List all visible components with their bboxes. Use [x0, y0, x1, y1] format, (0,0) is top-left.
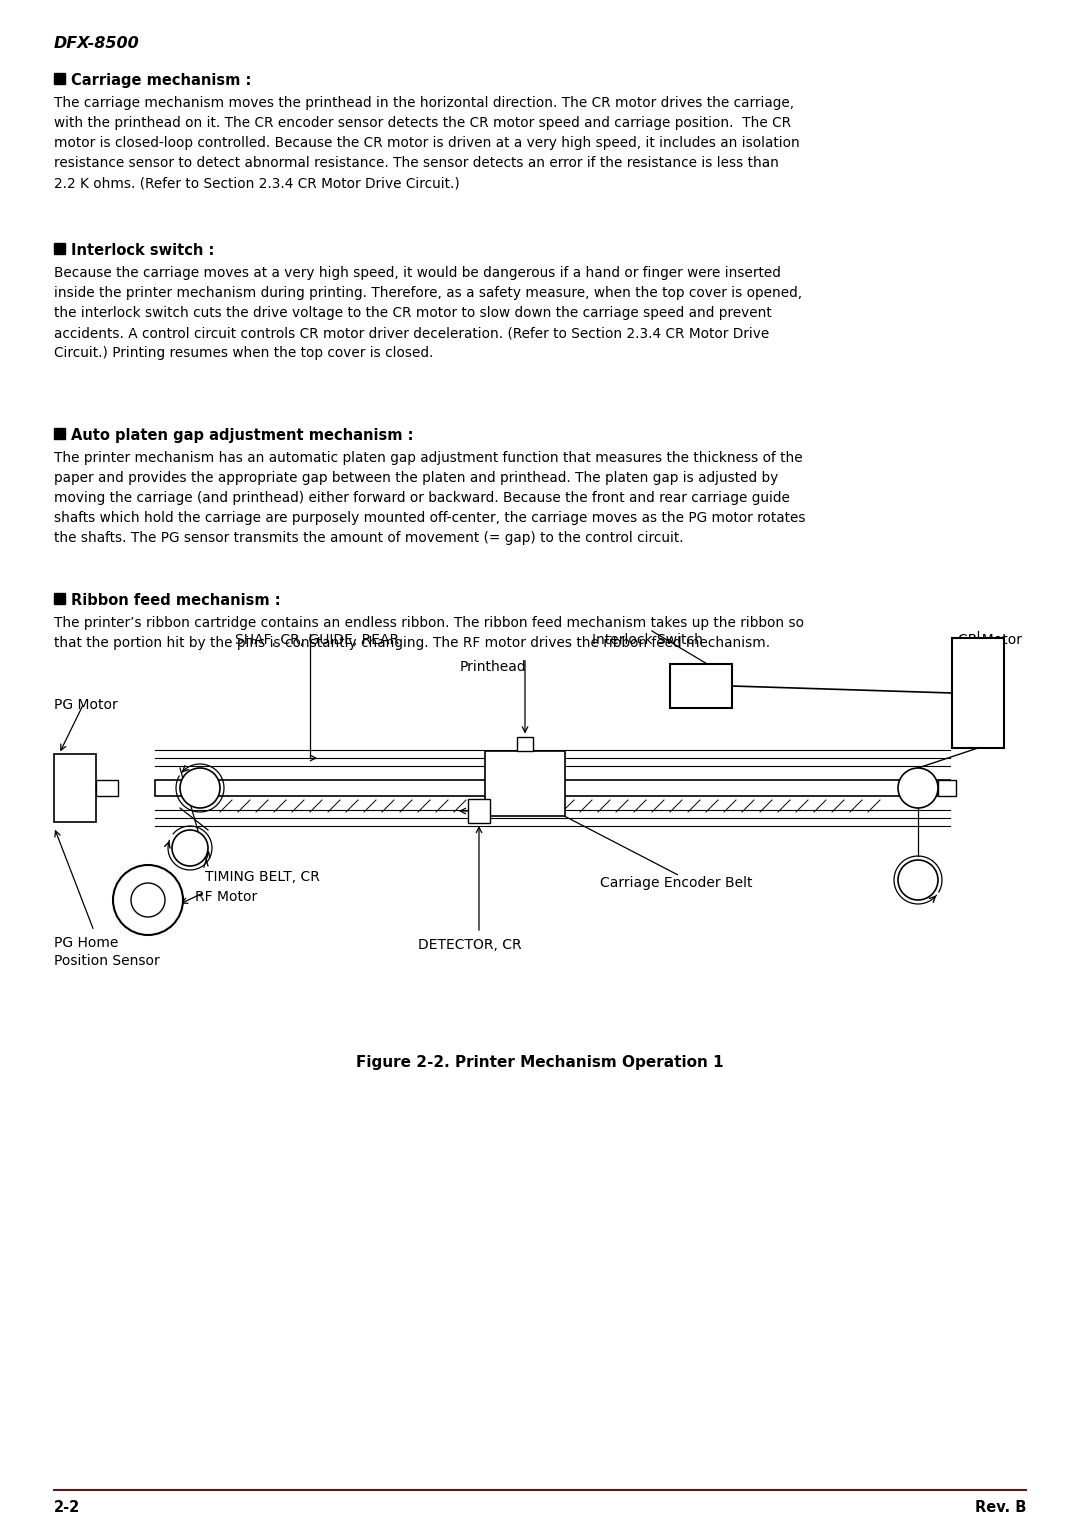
Text: TIMING BELT, CR: TIMING BELT, CR	[205, 869, 320, 885]
Bar	[468, 799, 490, 824]
Text: Rev. B: Rev. B	[974, 1500, 1026, 1514]
Text: PG Home
Position Sensor: PG Home Position Sensor	[54, 937, 160, 969]
Text: PG Motor: PG Motor	[54, 698, 118, 712]
Bar	[96, 779, 118, 796]
Text: RF Motor: RF Motor	[195, 889, 257, 905]
Circle shape	[131, 883, 165, 917]
Text: 2-2: 2-2	[54, 1500, 80, 1514]
Bar	[54, 593, 65, 604]
Bar	[485, 750, 565, 816]
Text: Interlock Switch: Interlock Switch	[592, 633, 703, 646]
Circle shape	[172, 830, 208, 866]
Bar	[951, 639, 1004, 749]
Text: DFX-8500: DFX-8500	[54, 37, 139, 50]
Circle shape	[897, 860, 939, 900]
Text: Carriage mechanism :: Carriage mechanism :	[71, 73, 252, 89]
Text: The carriage mechanism moves the printhead in the horizontal direction. The CR m: The carriage mechanism moves the printhe…	[54, 96, 800, 189]
Bar	[54, 243, 65, 254]
Text: DETECTOR, CR: DETECTOR, CR	[418, 938, 522, 952]
Circle shape	[897, 769, 939, 808]
Bar	[156, 779, 950, 796]
Text: The printer mechanism has an automatic platen gap adjustment function that measu: The printer mechanism has an automatic p…	[54, 451, 806, 545]
Text: Figure 2-2. Printer Mechanism Operation 1: Figure 2-2. Printer Mechanism Operation …	[356, 1054, 724, 1070]
Bar	[517, 736, 534, 750]
Bar	[54, 73, 65, 84]
Text: The printer’s ribbon cartridge contains an endless ribbon. The ribbon feed mecha: The printer’s ribbon cartridge contains …	[54, 616, 804, 649]
Text: Because the carriage moves at a very high speed, it would be dangerous if a hand: Because the carriage moves at a very hig…	[54, 266, 802, 361]
Text: CR Motor: CR Motor	[958, 633, 1022, 646]
Text: Ribbon feed mechanism :: Ribbon feed mechanism :	[71, 593, 281, 608]
Circle shape	[113, 865, 183, 935]
Bar	[939, 779, 956, 796]
Bar	[670, 665, 732, 707]
Text: Carriage Encoder Belt: Carriage Encoder Belt	[600, 876, 753, 889]
Bar	[54, 753, 96, 822]
Text: Interlock switch :: Interlock switch :	[71, 243, 214, 258]
Text: SHAF, CR, GUIDE, REAR: SHAF, CR, GUIDE, REAR	[235, 633, 400, 646]
Text: Auto platen gap adjustment mechanism :: Auto platen gap adjustment mechanism :	[71, 428, 414, 443]
Circle shape	[180, 769, 220, 808]
Text: Printhead: Printhead	[460, 660, 527, 674]
Bar	[54, 428, 65, 439]
